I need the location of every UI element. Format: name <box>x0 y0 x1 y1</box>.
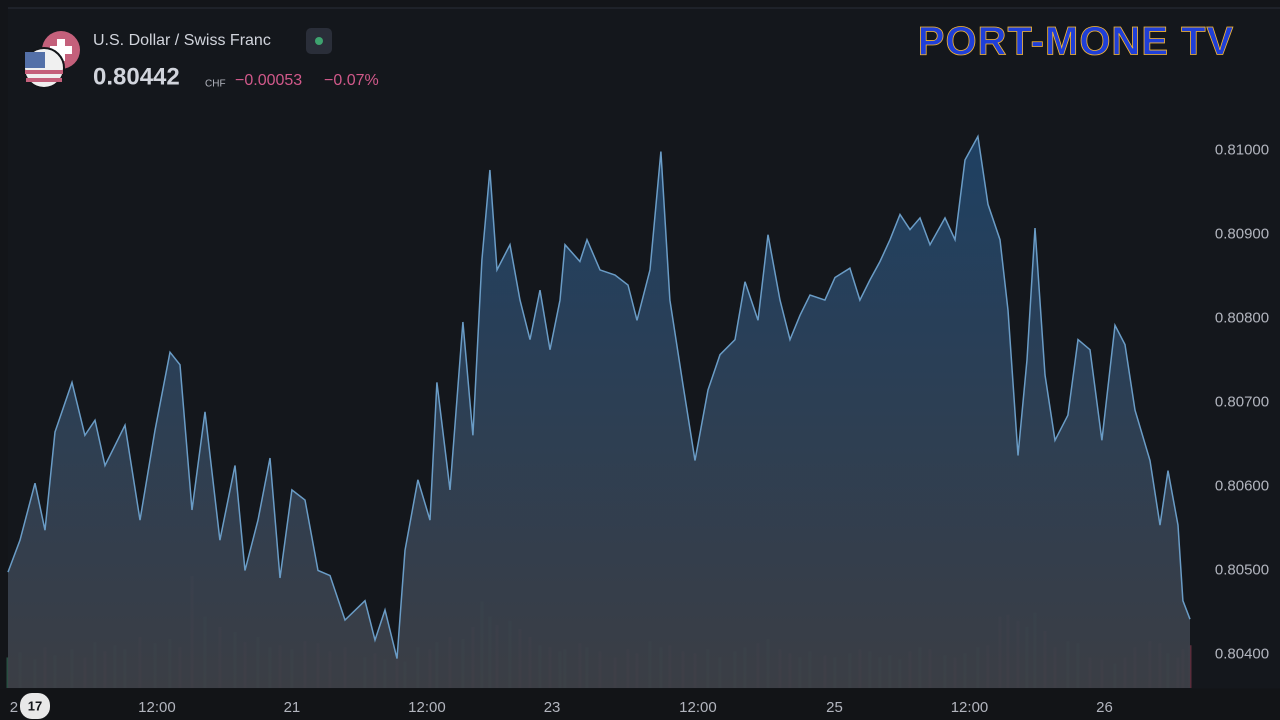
y-tick-label: 0.80400 <box>1215 645 1269 662</box>
y-tick-label: 0.80800 <box>1215 310 1269 327</box>
symbol-title: U.S. Dollar / Swiss Franc <box>93 32 271 49</box>
y-tick-label: 0.80900 <box>1215 226 1269 243</box>
chf-cross <box>50 46 72 54</box>
x-tick-label: 25 <box>826 699 843 716</box>
change: −0.00053 <box>235 72 302 89</box>
x-tick-label: 12:00 <box>408 699 446 716</box>
y-tick-label: 0.80700 <box>1215 394 1269 411</box>
x-axis-band <box>0 689 1280 720</box>
usd-canton <box>25 52 45 68</box>
x-tick-label: 2 <box>10 699 18 716</box>
y-tick-label: 0.80600 <box>1215 477 1269 494</box>
y-tick-label: 0.81000 <box>1215 142 1269 159</box>
usd-stripe <box>25 70 63 74</box>
price: 0.80442 <box>93 63 180 90</box>
x-tick-label: 21 <box>284 699 301 716</box>
tv-badge-icon: 17 <box>28 698 42 713</box>
usd-stripe <box>26 78 62 82</box>
x-tick-label: 26 <box>1096 699 1113 716</box>
x-tick-label: 12:00 <box>138 699 176 716</box>
change-percent: −0.07% <box>324 72 379 89</box>
y-tick-label: 0.80500 <box>1215 561 1269 578</box>
x-tick-label: 12:00 <box>679 699 717 716</box>
marks <box>6 134 1192 688</box>
status-dot <box>315 37 323 45</box>
tv-badge <box>20 693 50 719</box>
x-tick-label: 12:00 <box>951 699 989 716</box>
currency: CHF <box>205 79 226 90</box>
logo: PORT-MONE TV <box>918 20 1234 64</box>
x-tick-label: 23 <box>544 699 561 716</box>
area-fill <box>8 136 1190 688</box>
price-line <box>7 134 1191 659</box>
